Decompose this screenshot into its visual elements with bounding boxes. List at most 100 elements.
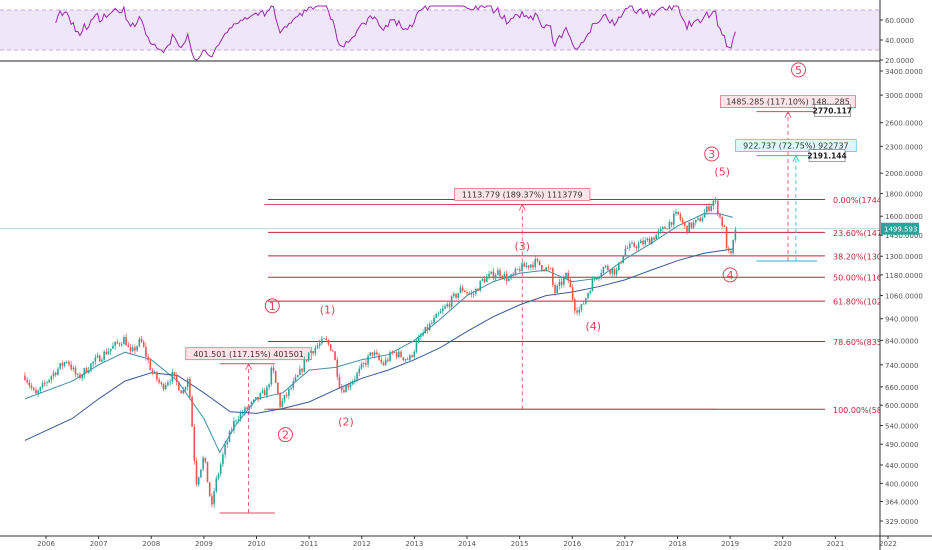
candle-body: [723, 225, 726, 227]
measure-label: 401.501 (117.15%) 401501: [193, 350, 304, 359]
candle-body: [325, 338, 328, 341]
candle-body: [30, 385, 33, 388]
candle-body: [314, 347, 317, 354]
candle-body: [98, 355, 101, 362]
candle-body: [387, 359, 389, 361]
candle-body: [345, 385, 347, 393]
price-tick-label: 740.0000: [885, 362, 918, 370]
candle-body: [646, 238, 649, 241]
candle-body: [303, 359, 306, 372]
candle-body: [655, 234, 658, 240]
candle-body: [378, 354, 380, 360]
price-tick-label: 2600.0000: [885, 120, 923, 128]
candle-body: [54, 372, 57, 375]
price-tick-label: 1060.0000: [885, 293, 923, 301]
candle-body: [604, 265, 607, 267]
candle-body: [602, 266, 605, 273]
candle-body: [57, 368, 59, 375]
candle-body: [567, 272, 570, 281]
candle-body: [235, 420, 237, 422]
candle-body: [244, 407, 246, 413]
candle-body: [668, 222, 671, 229]
candle-body: [712, 200, 715, 206]
candle-body: [263, 390, 266, 396]
candle-body: [534, 258, 537, 268]
candle-body: [558, 281, 561, 286]
candle-body: [202, 457, 204, 470]
candle-body: [365, 363, 367, 365]
candle-body: [547, 267, 550, 269]
candle-body: [659, 228, 662, 232]
candle-body: [241, 412, 244, 414]
price-tick-label: 1300.0000: [885, 253, 923, 261]
candle-body: [457, 293, 460, 298]
candle-body: [74, 367, 77, 375]
candle-body: [87, 370, 90, 373]
wave-circle: [704, 146, 720, 162]
candle-body: [406, 359, 409, 360]
fib-level-label: 0.00%(1744.664): [833, 196, 903, 205]
candle-body: [727, 248, 730, 251]
candle-body: [444, 306, 446, 309]
candle-body: [105, 351, 108, 355]
candle-body: [552, 268, 554, 285]
candle-body: [149, 360, 152, 371]
candle-body: [598, 276, 600, 279]
candle-body: [63, 362, 66, 366]
price-tick-label: 3000.0000: [885, 92, 923, 100]
candle-body: [607, 265, 609, 271]
candle-body: [239, 413, 242, 420]
candle-body: [699, 218, 701, 222]
price-tick-label: 660.0000: [885, 384, 918, 392]
time-tick-label: 2016: [563, 540, 581, 548]
candle-body: [675, 211, 677, 214]
candle-body: [501, 276, 504, 279]
candle-body: [492, 271, 495, 279]
rsi-tick-label: 20.0000: [885, 57, 914, 65]
price-tag-label: 2191.144: [807, 152, 846, 161]
candle-body: [266, 387, 268, 396]
candle-body: [70, 364, 72, 370]
candle-body: [72, 367, 75, 370]
price-tick-label: 490.0000: [885, 441, 918, 449]
candle-body: [613, 268, 616, 275]
candle-body: [611, 268, 614, 274]
candle-body: [37, 390, 39, 394]
candle-body: [510, 274, 512, 279]
candle-body: [426, 326, 429, 331]
candle-body: [182, 390, 185, 394]
candle-body: [662, 227, 664, 229]
candle-body: [431, 322, 433, 324]
candle-body: [653, 237, 655, 240]
candle-body: [151, 370, 154, 373]
time-tick-label: 2015: [511, 540, 529, 548]
candle-body: [274, 370, 277, 383]
candle-body: [677, 211, 680, 215]
candle-body: [195, 460, 198, 485]
candle-body: [255, 397, 257, 400]
candle-body: [479, 280, 482, 291]
candle-body: [609, 270, 611, 274]
candle-body: [376, 352, 378, 355]
price-tick-label: 400.0000: [885, 480, 918, 488]
fib-level-label: 23.60%(1471.586): [833, 229, 908, 238]
candle-body: [338, 376, 341, 388]
candle-body: [666, 228, 669, 230]
candle-body: [461, 287, 464, 291]
candle-body: [448, 304, 451, 307]
rsi-band: [0, 10, 880, 50]
candle-body: [153, 371, 156, 373]
moving-average-line: [24, 213, 733, 454]
candle-body: [92, 361, 94, 364]
candle-body: [538, 260, 541, 266]
time-tick-label: 2009: [195, 540, 213, 548]
wave-label-circled: 4: [727, 269, 734, 282]
measure-arrow: [784, 110, 792, 118]
candle-body: [35, 389, 37, 394]
candle-body: [134, 347, 136, 351]
candle-body: [226, 442, 229, 445]
candle-body: [615, 269, 618, 275]
candle-body: [391, 352, 394, 354]
price-tick-label: 364.0000: [885, 499, 918, 507]
candle-body: [178, 381, 180, 391]
